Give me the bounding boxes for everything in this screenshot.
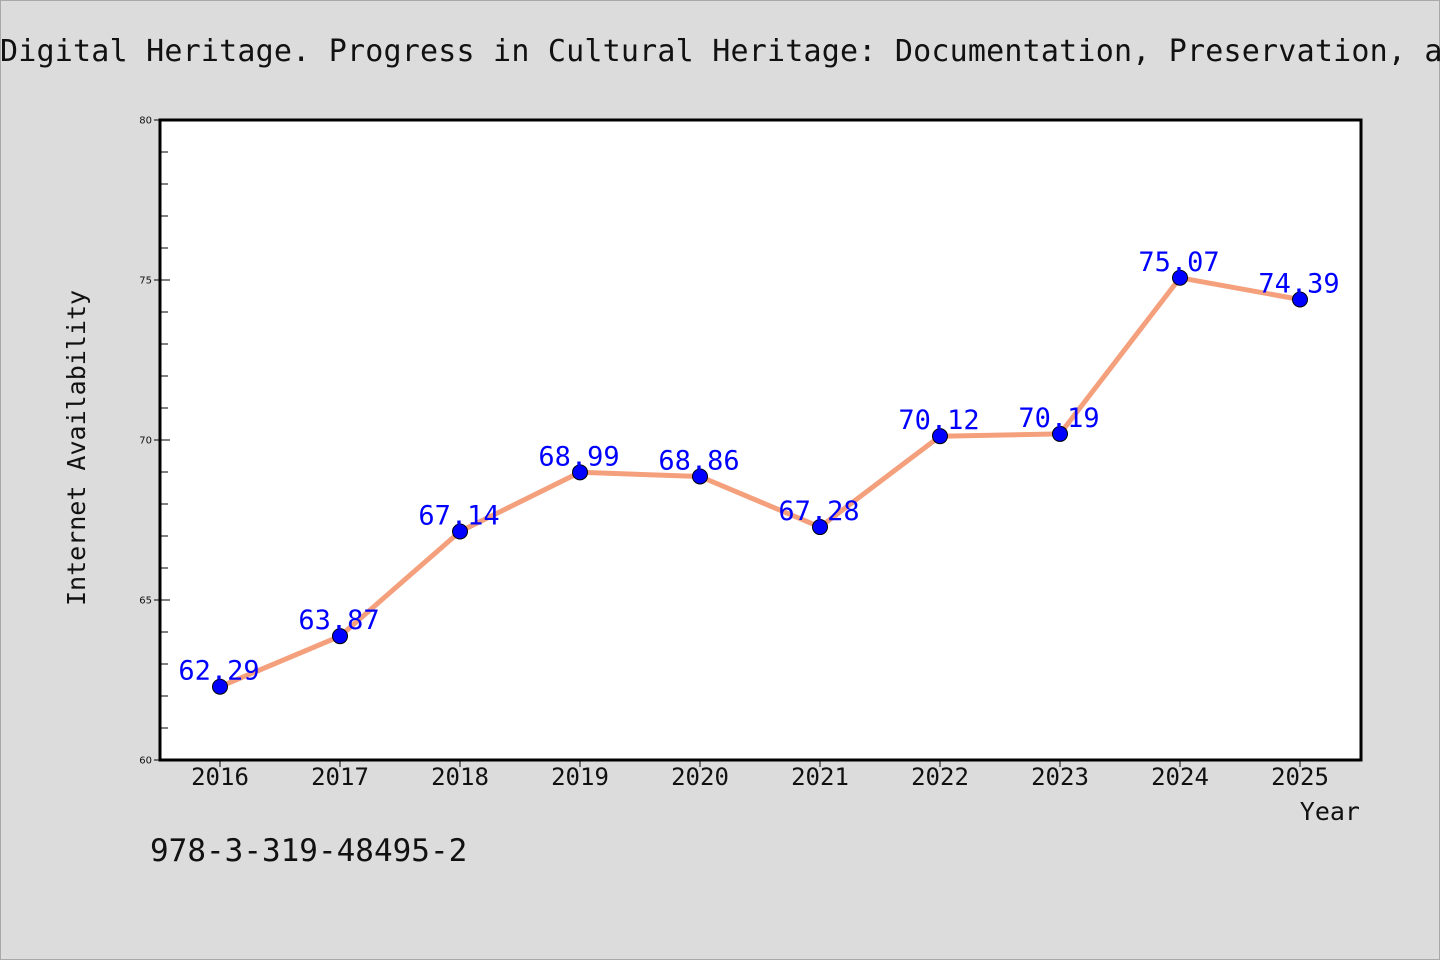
data-point [1052, 425, 1068, 442]
data-point [452, 523, 468, 540]
y-tick-labels: 60 65 70 75 80 [139, 116, 152, 767]
x-tick-labels: 2016 2017 2018 2019 2020 2021 2022 2023 2024 2025 [191, 763, 1329, 791]
data-label: 74.39 [1258, 269, 1339, 300]
x-tick-label: 2016 [191, 763, 249, 791]
data-labels: 62.29 63.87 67.14 68.99 68.86 67.28 70.12 70.19… [178, 247, 1339, 687]
data-label: 68.99 [538, 441, 619, 472]
y-tick-label: 80 [139, 116, 152, 127]
x-axis-label: Year [1300, 797, 1360, 826]
data-point [1172, 269, 1188, 286]
data-point [332, 628, 348, 645]
data-label: 70.12 [898, 405, 979, 436]
data-point [212, 678, 228, 695]
data-point [932, 428, 948, 445]
x-tick-label: 2022 [911, 763, 969, 791]
data-label: 70.19 [1018, 403, 1099, 434]
x-tick-label: 2021 [791, 763, 849, 791]
y-tick-label: 70 [139, 436, 152, 447]
data-label: 62.29 [178, 656, 259, 687]
data-label: 67.14 [418, 501, 499, 532]
data-label: 68.86 [658, 445, 739, 476]
data-point [692, 468, 708, 485]
data-point [812, 519, 828, 536]
x-tick-label: 2024 [1151, 763, 1209, 791]
data-label: 75.07 [1138, 247, 1219, 278]
series-line [217, 275, 1303, 690]
y-tick-label: 65 [139, 596, 152, 607]
plot-area [160, 120, 1361, 760]
x-tick-label: 2020 [671, 763, 729, 791]
x-tick-label: 2023 [1031, 763, 1089, 791]
x-tick-label: 2017 [311, 763, 369, 791]
data-label: 67.28 [778, 496, 859, 527]
series-markers [212, 269, 1308, 695]
chart-title: Digital Heritage. Progress in Cultural H… [0, 34, 1440, 69]
y-tick-label: 75 [139, 276, 152, 287]
x-tick-label: 2018 [431, 763, 489, 791]
x-tick-label: 2019 [551, 763, 609, 791]
data-point [1292, 291, 1308, 308]
y-tick-label: 60 [139, 756, 152, 767]
plot-border [158, 118, 1363, 762]
isbn-label: 978-3-319-48495-2 [150, 833, 468, 869]
data-label: 63.87 [298, 605, 379, 636]
y-axis-label: Internet Availability [62, 290, 91, 606]
data-point [572, 464, 588, 481]
x-tick-label: 2025 [1271, 763, 1329, 791]
